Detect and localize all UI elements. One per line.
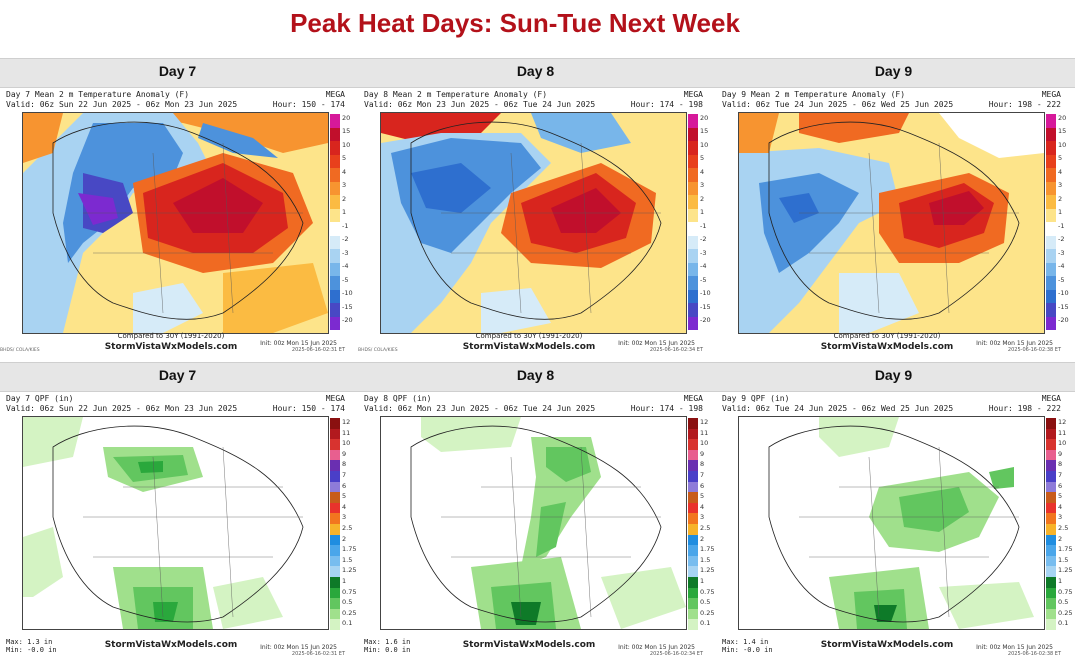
- qpf-color-scale: [688, 418, 698, 630]
- valid-time: Valid: 06z Mon 23 Jun 2025 - 06z Tue 24 …: [364, 404, 596, 413]
- render-timestamp: 2025-06-16-02:38 ET: [1007, 347, 1061, 353]
- color-scale-labels: 20 15 10 5 4 3 2 1 -1 -2 -3 -4 -5 -10 -15 -20: [700, 114, 711, 324]
- init-time: Init: 00z Mon 15 Jun 2025: [976, 644, 1053, 651]
- row-header-bar: [0, 362, 1075, 392]
- temperature-color-scale: [1046, 114, 1056, 330]
- forecast-hour: Hour: 174 - 198: [630, 404, 703, 413]
- source-website: StormVistaWxModels.com: [462, 640, 596, 650]
- init-time: Init: 00z Mon 15 Jun 2025: [618, 644, 695, 651]
- source-website: StormVistaWxModels.com: [820, 640, 954, 650]
- temperature-anomaly-panel: Day 8 Mean 2 m Temperature Anomaly (F) V…: [358, 90, 713, 356]
- credit-text: BHDS/ COLA/KIES: [0, 348, 40, 353]
- valid-time: Valid: 06z Mon 23 Jun 2025 - 06z Tue 24 …: [364, 100, 596, 109]
- source-website: StormVistaWxModels.com: [820, 342, 954, 352]
- temperature-anomaly-panel: Day 7 Mean 2 m Temperature Anomaly (F) V…: [0, 90, 355, 356]
- climatology-note: Compared to 30Y (1991-2020): [833, 332, 941, 340]
- source-website: StormVistaWxModels.com: [462, 342, 596, 352]
- render-timestamp: 2025-06-16-02:31 ET: [291, 347, 345, 353]
- max-min-values: Max: 1.6 in Min: 0.0 in: [364, 638, 411, 654]
- model-label: MEGA: [325, 90, 345, 99]
- model-label: MEGA: [325, 394, 345, 403]
- color-scale-labels: 12 11 10 9 8 7 6 5 4 3 2.5 2 1.75 1.5 1.25 1 0.75 0.5 0.25…: [1058, 418, 1073, 628]
- qpf-map[interactable]: [22, 416, 329, 630]
- forecast-hour: Hour: 150 - 174: [272, 404, 345, 413]
- qpf-panel: Day 7 QPF (in) Valid: 06z Sun 22 Jun 202…: [0, 394, 356, 660]
- day-label: Day 7: [158, 367, 197, 383]
- qpf-panel: Day 9 QPF (in) Valid: 06z Tue 24 Jun 202…: [716, 394, 1072, 660]
- forecast-hour: Hour: 150 - 174: [272, 100, 345, 109]
- color-scale-labels: 20 15 10 5 4 3 2 1 -1 -2 -3 -4 -5 -10 -15 -20: [1058, 114, 1069, 324]
- forecast-hour: Hour: 198 - 222: [988, 100, 1061, 109]
- source-website: StormVistaWxModels.com: [104, 640, 238, 650]
- row-header-bar: [0, 58, 1075, 88]
- day-label: Day 9: [874, 367, 913, 383]
- init-time: Init: 00z Mon 15 Jun 2025: [618, 340, 695, 347]
- map-title: Day 8 Mean 2 m Temperature Anomaly (F): [364, 90, 548, 99]
- map-title: Day 7 QPF (in): [6, 394, 74, 403]
- day-label: Day 8: [516, 63, 555, 79]
- init-time: Init: 00z Mon 15 Jun 2025: [260, 644, 337, 651]
- qpf-map[interactable]: [380, 416, 687, 630]
- source-website: StormVistaWxModels.com: [104, 342, 238, 352]
- model-label: MEGA: [683, 394, 703, 403]
- temperature-anomaly-map[interactable]: [22, 112, 329, 334]
- model-label: MEGA: [683, 90, 703, 99]
- render-timestamp: 2025-06-16-02:34 ET: [649, 347, 703, 353]
- init-time: Init: 00z Mon 15 Jun 2025: [260, 340, 337, 347]
- max-min-values: Max: 1.3 in Min: -0.0 in: [6, 638, 57, 654]
- map-title: Day 8 QPF (in): [364, 394, 432, 403]
- render-timestamp: 2025-06-16-02:38 ET: [1007, 651, 1061, 657]
- temperature-anomaly-map[interactable]: [738, 112, 1045, 334]
- day-label: Day 8: [516, 367, 555, 383]
- max-min-values: Max: 1.4 in Min: -0.0 in: [722, 638, 773, 654]
- day-label: Day 7: [158, 63, 197, 79]
- temperature-color-scale: [330, 114, 340, 330]
- temperature-color-scale: [688, 114, 698, 330]
- init-time: Init: 00z Mon 15 Jun 2025: [976, 340, 1053, 347]
- map-title: Day 7 Mean 2 m Temperature Anomaly (F): [6, 90, 190, 99]
- temperature-anomaly-panel: Day 9 Mean 2 m Temperature Anomaly (F) V…: [716, 90, 1071, 356]
- temperature-anomaly-map[interactable]: [380, 112, 687, 334]
- valid-time: Valid: 06z Tue 24 Jun 2025 - 06z Wed 25 …: [722, 100, 954, 109]
- valid-time: Valid: 06z Sun 22 Jun 2025 - 06z Mon 23 …: [6, 404, 238, 413]
- render-timestamp: 2025-06-16-02:34 ET: [649, 651, 703, 657]
- render-timestamp: 2025-06-16-02:31 ET: [291, 651, 345, 657]
- valid-time: Valid: 06z Sun 22 Jun 2025 - 06z Mon 23 …: [6, 100, 238, 109]
- qpf-color-scale: [330, 418, 340, 630]
- map-title: Day 9 Mean 2 m Temperature Anomaly (F): [722, 90, 906, 99]
- page-title: Peak Heat Days: Sun-Tue Next Week: [290, 8, 740, 38]
- day-label: Day 9: [874, 63, 913, 79]
- valid-time: Valid: 06z Tue 24 Jun 2025 - 06z Wed 25 …: [722, 404, 954, 413]
- credit-text: BHDS/ COLA/KIES: [358, 348, 398, 353]
- color-scale-labels: 20 15 10 5 4 3 2 1 -1 -2 -3 -4 -5 -10 -15 -20: [342, 114, 353, 324]
- climatology-note: Compared to 30Y (1991-2020): [475, 332, 583, 340]
- forecast-hour: Hour: 198 - 222: [988, 404, 1061, 413]
- climatology-note: Compared to 30Y (1991-2020): [117, 332, 225, 340]
- model-label: MEGA: [1041, 394, 1061, 403]
- forecast-hour: Hour: 174 - 198: [630, 100, 703, 109]
- model-label: MEGA: [1041, 90, 1061, 99]
- qpf-color-scale: [1046, 418, 1056, 630]
- color-scale-labels: 12 11 10 9 8 7 6 5 4 3 2.5 2 1.75 1.5 1.25 1 0.75 0.5 0.25…: [342, 418, 357, 628]
- qpf-panel: Day 8 QPF (in) Valid: 06z Mon 23 Jun 202…: [358, 394, 714, 660]
- map-title: Day 9 QPF (in): [722, 394, 790, 403]
- color-scale-labels: 12 11 10 9 8 7 6 5 4 3 2.5 2 1.75 1.5 1.25 1 0.75 0.5 0.25…: [700, 418, 715, 628]
- qpf-map[interactable]: [738, 416, 1045, 630]
